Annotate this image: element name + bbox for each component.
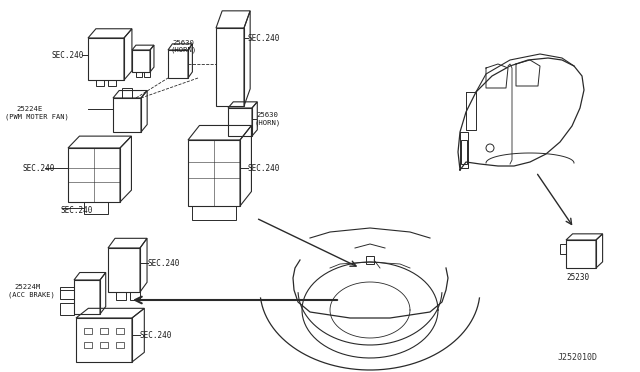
Text: 25630: 25630 (256, 112, 278, 118)
Text: SEC.240: SEC.240 (22, 164, 54, 173)
Bar (188, 140, 240, 206)
Text: SEC.240: SEC.240 (248, 33, 280, 42)
Text: SEC.240: SEC.240 (51, 51, 83, 60)
Text: SEC.240: SEC.240 (148, 259, 180, 267)
Bar (192, 206, 236, 220)
Bar (216, 28, 244, 106)
Bar (88, 38, 124, 80)
Text: (PWM MOTER FAN): (PWM MOTER FAN) (5, 114, 68, 120)
Bar (122, 88, 132, 98)
Bar (96, 80, 104, 86)
Bar (136, 72, 142, 77)
Bar (84, 328, 92, 334)
Bar (60, 287, 74, 299)
Text: SEC.240: SEC.240 (248, 164, 280, 173)
Bar (130, 292, 140, 300)
Bar (228, 108, 252, 136)
Bar (84, 202, 108, 214)
Bar (132, 50, 150, 72)
Bar (100, 328, 108, 334)
Text: (HORN): (HORN) (254, 120, 280, 126)
Text: SEC.240: SEC.240 (60, 205, 92, 215)
Bar (84, 342, 92, 348)
Text: SEC.240: SEC.240 (140, 330, 172, 340)
Bar (76, 318, 132, 362)
Bar (566, 240, 596, 268)
Text: 25230: 25230 (566, 273, 589, 282)
Bar (168, 50, 188, 78)
Bar (144, 72, 150, 77)
Bar (113, 98, 141, 132)
Text: J252010D: J252010D (558, 353, 598, 362)
Bar (116, 328, 124, 334)
Bar (68, 148, 120, 202)
Text: 25224E: 25224E (16, 106, 42, 112)
Bar (108, 80, 116, 86)
Bar (560, 244, 566, 254)
Text: (ACC BRAKE): (ACC BRAKE) (8, 292, 55, 298)
Bar (116, 292, 126, 300)
Bar (100, 342, 108, 348)
Bar (366, 256, 374, 264)
Bar (461, 140, 467, 164)
Bar (60, 303, 74, 315)
Text: 25224M: 25224M (14, 284, 40, 290)
Bar (116, 342, 124, 348)
Text: 25630: 25630 (172, 40, 194, 46)
Bar (108, 248, 140, 292)
Bar (74, 280, 100, 314)
Text: (HORN): (HORN) (170, 47, 196, 53)
